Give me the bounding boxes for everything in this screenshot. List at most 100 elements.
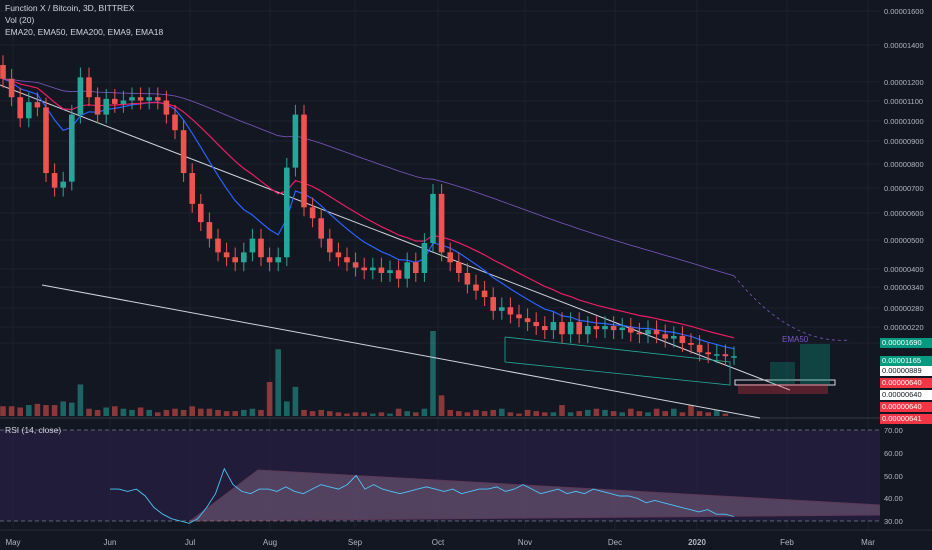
candle-body <box>430 193 436 244</box>
volume-bar <box>206 408 213 416</box>
volume-bar <box>275 349 281 416</box>
candle-body <box>8 78 15 98</box>
volume-bar <box>215 409 221 416</box>
time-tick-label: Jul <box>185 538 195 547</box>
rsi-line <box>110 467 735 524</box>
trendline-drawings[interactable] <box>0 84 836 419</box>
volume-bar <box>464 412 471 416</box>
candle-body <box>645 330 651 335</box>
candle-body <box>524 318 531 323</box>
candle-body <box>516 314 522 319</box>
volume-bar <box>198 408 204 416</box>
volume-bar <box>94 409 101 416</box>
channel-drawing <box>504 336 731 386</box>
candle-body <box>636 332 643 335</box>
volume-legend[interactable]: Vol (20) <box>5 15 35 25</box>
candle-body <box>77 77 84 115</box>
candle-body <box>550 322 557 331</box>
rsi-series-line <box>110 467 735 524</box>
volume-bar <box>103 407 109 416</box>
volume-bar <box>223 411 230 416</box>
volume-bar <box>34 403 41 416</box>
volume-bar <box>146 409 152 416</box>
volume-bar <box>120 408 127 416</box>
volume-bars <box>0 331 729 416</box>
candle-body <box>189 173 195 204</box>
ema-legend[interactable]: EMA20, EMA50, EMA200, EMA9, EMA18 <box>5 27 164 37</box>
candle-body <box>94 97 101 115</box>
range-box <box>734 379 836 386</box>
price-tag: 0.00000640 <box>880 402 932 412</box>
volume-bar <box>344 413 350 416</box>
candle-body <box>593 326 600 330</box>
price-tick-label: 0.00000700 <box>884 184 924 193</box>
volume-bar <box>370 413 376 416</box>
volume-bar <box>438 395 445 416</box>
volume-bar <box>232 411 238 416</box>
candle-body <box>619 327 625 331</box>
volume-bar <box>542 412 548 416</box>
candle-body <box>223 252 230 258</box>
candle-body <box>163 100 170 115</box>
volume-bar <box>645 412 651 416</box>
volume-bar <box>602 409 608 416</box>
volume-bar <box>507 412 514 416</box>
candle-body <box>722 354 729 357</box>
candle-body <box>542 326 548 331</box>
volume-bar <box>722 413 729 416</box>
candle-body <box>232 257 238 263</box>
rsi-legend[interactable]: RSI (14, close) <box>5 425 62 435</box>
candle-body <box>69 114 75 182</box>
volume-bar <box>653 408 660 416</box>
volume-bar <box>361 412 367 416</box>
volume-bar <box>266 382 273 416</box>
price-axis-background <box>880 0 932 550</box>
price-tick-label: 0.00000500 <box>884 236 924 245</box>
price-tag: 0.00000889 <box>880 366 932 376</box>
volume-bar <box>258 409 264 416</box>
time-tick-label: Aug <box>263 538 277 547</box>
volume-bar <box>26 405 32 416</box>
time-tick-label: May <box>5 538 20 547</box>
rsi-tick-label: 30.00 <box>884 517 903 526</box>
volume-bar <box>559 405 565 416</box>
volume-bar <box>172 408 178 416</box>
candle-body <box>714 354 720 356</box>
volume-bar <box>51 405 58 416</box>
candle-body <box>241 252 247 263</box>
candle-body <box>0 65 6 79</box>
volume-bar <box>352 412 359 416</box>
time-axis[interactable]: May Jun Jul Aug Sep Oct Nov Dec 2020 Feb Mar <box>0 529 932 547</box>
volume-bar <box>8 406 15 416</box>
candle-body <box>585 326 591 335</box>
volume-bar <box>481 411 488 416</box>
volume-bar <box>387 413 393 416</box>
volume-bar <box>688 405 694 416</box>
candle-body <box>473 284 479 291</box>
candle-body <box>481 290 488 298</box>
candlestick-series <box>0 55 737 366</box>
volume-bar <box>473 409 479 416</box>
volume-bar <box>249 408 256 416</box>
volume-bar <box>309 411 316 416</box>
rsi-tick-label: 40.00 <box>884 494 903 503</box>
volume-bar <box>447 409 453 416</box>
candle-body <box>198 203 204 223</box>
volume-bar <box>576 411 582 416</box>
candle-body <box>696 344 703 353</box>
volume-bar <box>129 409 135 416</box>
price-tick-label: 0.00001200 <box>884 78 924 87</box>
symbol-legend[interactable]: Function X / Bitcoin, 3D, BITTREX <box>5 3 135 13</box>
volume-bar <box>43 405 49 416</box>
volume-bar <box>430 331 436 416</box>
candle-body <box>206 222 213 239</box>
volume-bar <box>378 412 385 416</box>
volume-bar <box>662 411 668 416</box>
price-axis[interactable]: 0.00001600 0.00001400 0.00001200 0.00001100… <box>880 0 932 550</box>
volume-bar <box>284 401 290 416</box>
volume-bar <box>69 402 75 416</box>
candle-body <box>688 343 694 345</box>
candle-body <box>335 252 342 258</box>
volume-bar <box>671 408 677 416</box>
